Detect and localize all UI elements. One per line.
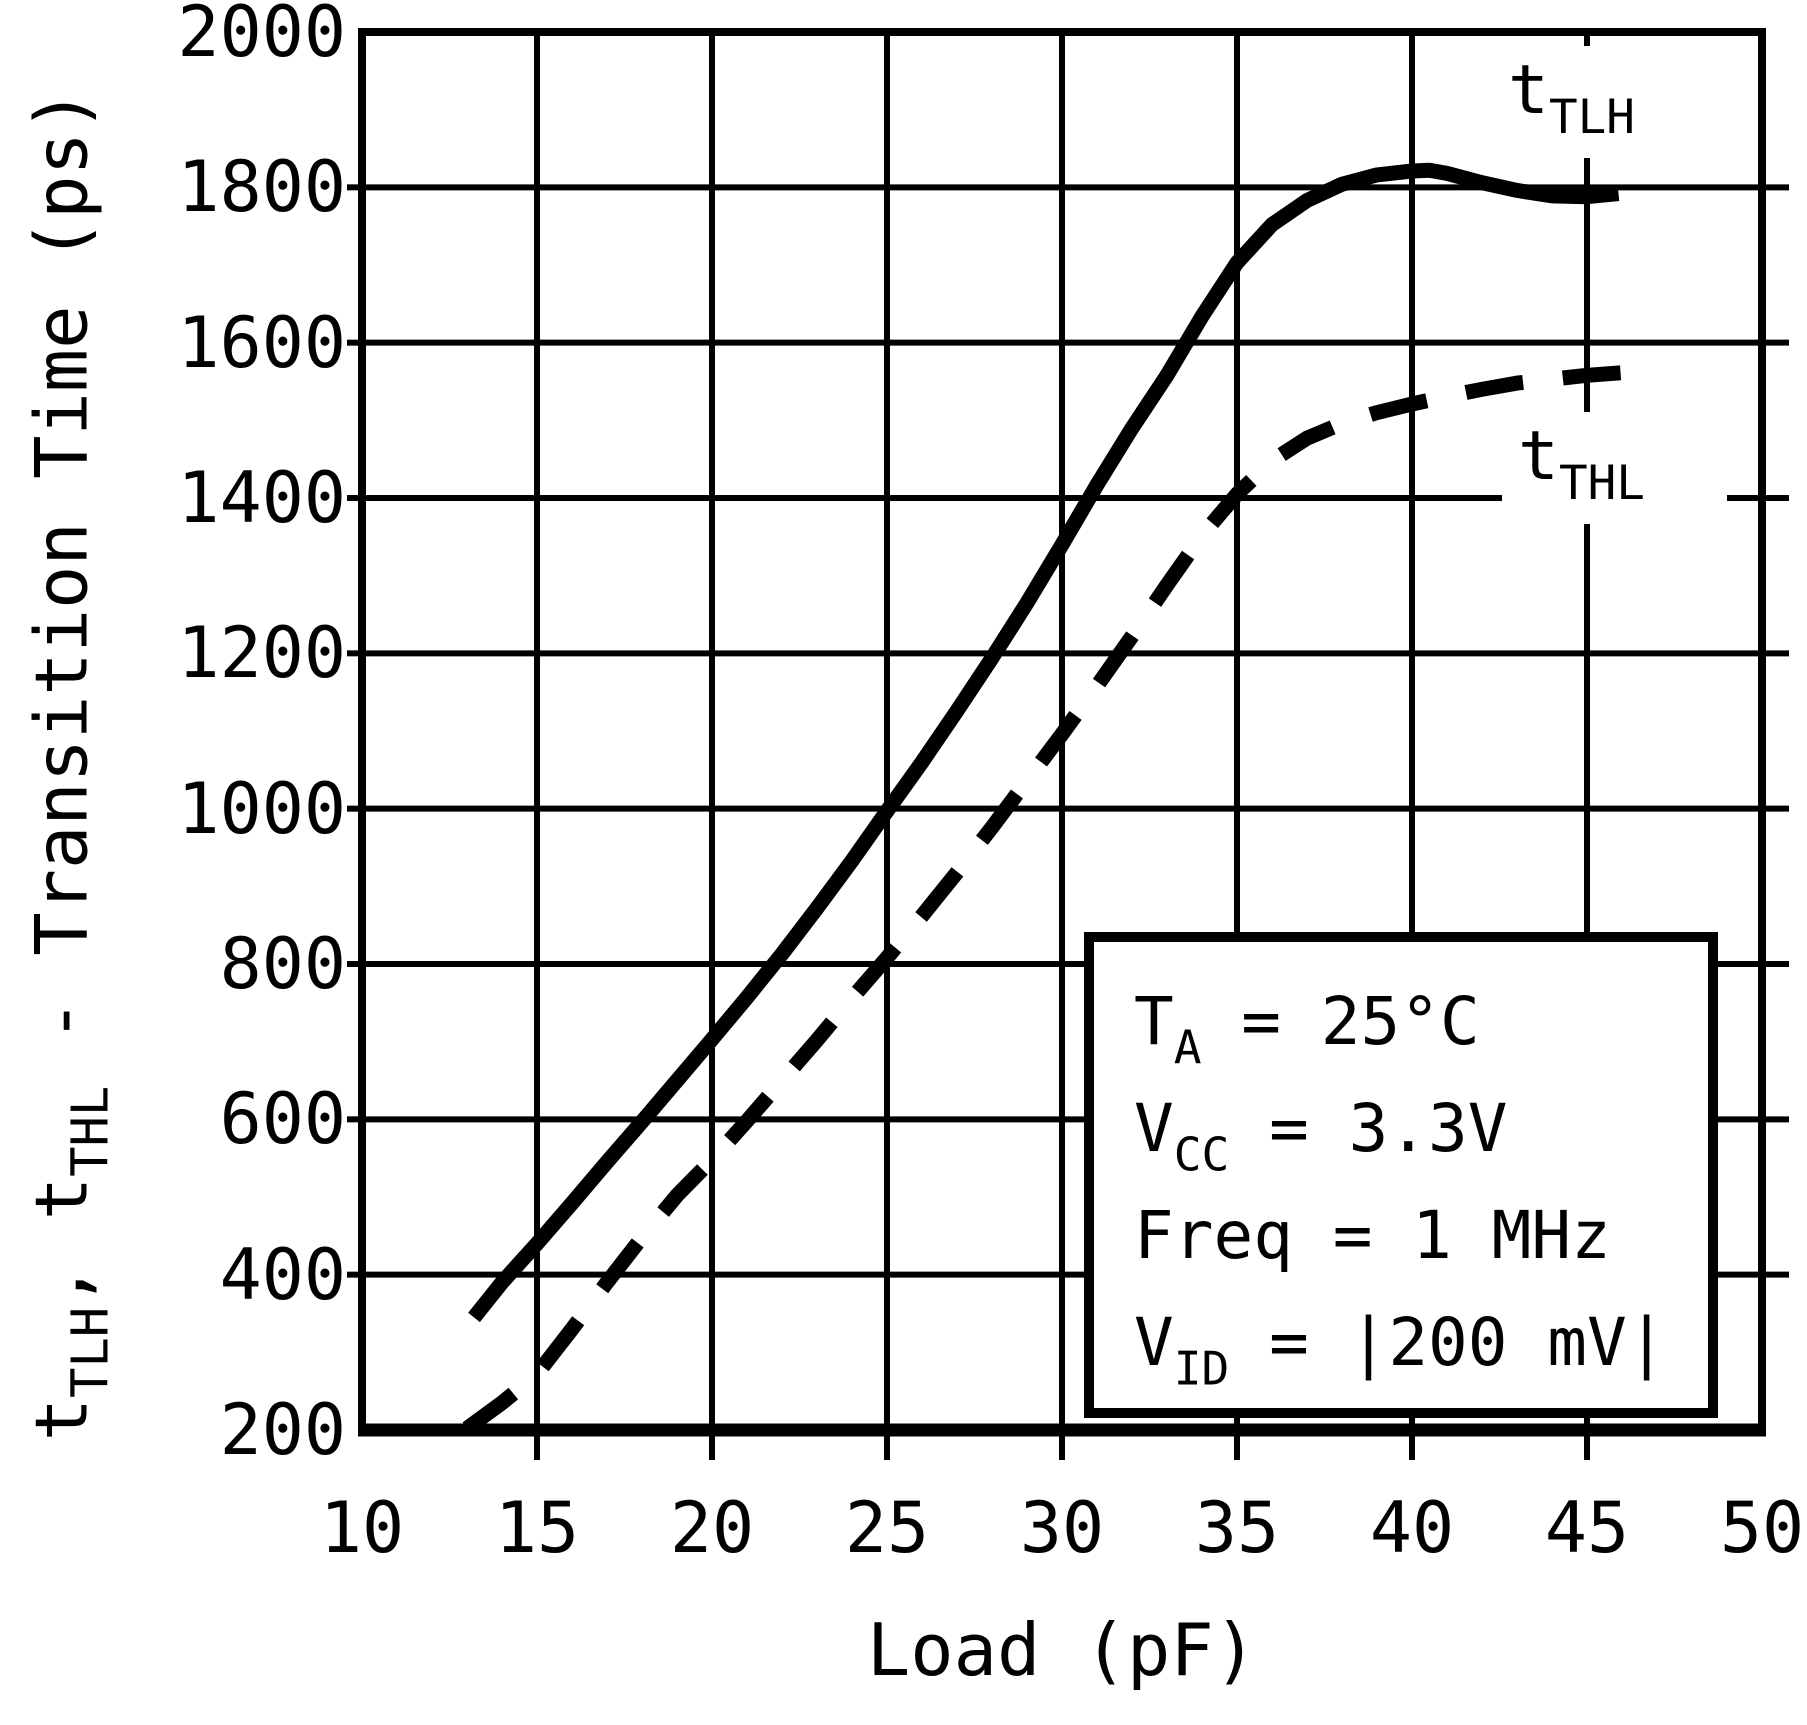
condition-vid-symbol: V (1134, 1304, 1174, 1381)
y-title-t1: t (19, 1397, 104, 1442)
condition-ta: TA = 25°C (1134, 968, 1708, 1075)
condition-ta-subscript: A (1173, 1020, 1202, 1075)
x-tick-label: 30 (1019, 1487, 1105, 1569)
ttlh-main: t (1508, 51, 1549, 130)
condition-vcc-symbol: V (1134, 1090, 1174, 1167)
y-tick-label: 1800 (177, 146, 346, 228)
y-tick-label: 1200 (177, 612, 346, 694)
y-title-sub1: TLH (60, 1306, 120, 1398)
conditions-box: TA = 25°C VCC = 3.3V Freq = 1 MHz VID = … (1084, 932, 1718, 1418)
x-tick-label: 10 (319, 1487, 405, 1569)
x-axis-title: Load (pF) (866, 1608, 1258, 1692)
x-tick-label: 40 (1369, 1487, 1455, 1569)
ttlh-sub: TLH (1548, 89, 1635, 145)
condition-vcc-subscript: CC (1173, 1127, 1230, 1182)
condition-freq-value: = 1 MHz (1292, 1197, 1611, 1274)
y-tick-label: 1000 (177, 768, 346, 850)
curve-label-tthl: tTHL (1502, 412, 1727, 524)
curve-tTLH (468, 162, 1620, 1323)
y-title-t2: t (19, 1176, 104, 1221)
condition-ta-value: = 25°C (1201, 983, 1480, 1060)
y-tick-label: 200 (219, 1389, 346, 1471)
tthl-main: t (1518, 417, 1559, 496)
x-tick-label: 15 (494, 1487, 580, 1569)
curve-tTHL (462, 364, 1630, 1435)
x-tick-label: 25 (844, 1487, 930, 1569)
tthl-sub: THL (1558, 455, 1645, 511)
x-tick-label: 45 (1544, 1487, 1630, 1569)
condition-vid-value: = |200 mV| (1229, 1304, 1667, 1381)
x-tick-label: 35 (1194, 1487, 1280, 1569)
y-tick-label: 400 (219, 1234, 346, 1316)
y-tick-label: 2000 (177, 0, 346, 73)
x-tick-label: 20 (669, 1487, 755, 1569)
condition-vid-subscript: ID (1173, 1341, 1230, 1396)
condition-ta-symbol: T (1134, 983, 1174, 1060)
y-tick-label: 1600 (177, 302, 346, 384)
curve-label-ttlh: tTLH (1492, 46, 1675, 158)
condition-freq: Freq = 1 MHz (1134, 1182, 1708, 1289)
y-tick-label: 600 (219, 1078, 346, 1160)
condition-vcc: VCC = 3.3V (1134, 1075, 1708, 1182)
x-tick-label: 50 (1719, 1487, 1805, 1569)
condition-vid: VID = |200 mV| (1134, 1289, 1708, 1396)
y-title-rest: - Transition Time (ps) (19, 88, 104, 1086)
condition-vcc-value: = 3.3V (1229, 1090, 1508, 1167)
y-tick-label: 800 (219, 923, 346, 1005)
y-title-sep: , (19, 1220, 104, 1307)
condition-freq-symbol: Freq (1134, 1197, 1293, 1274)
y-tick-label: 1400 (177, 457, 346, 539)
